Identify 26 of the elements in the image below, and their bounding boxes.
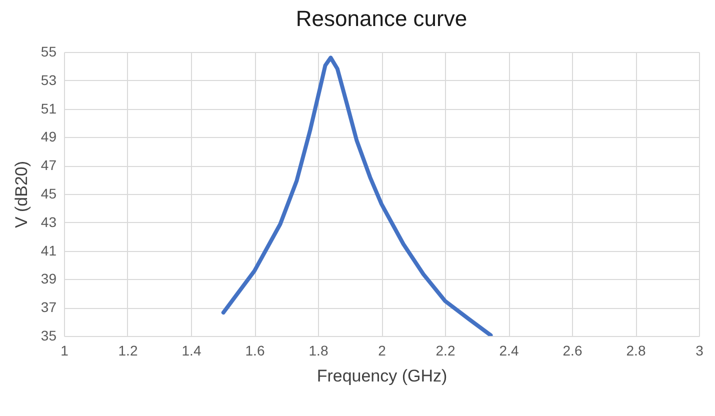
x-tick-label: 1.2 bbox=[118, 342, 138, 358]
x-axis-title: Frequency (GHz) bbox=[316, 366, 448, 386]
x-tick-label: 2.2 bbox=[436, 342, 456, 358]
line-series bbox=[221, 56, 493, 336]
x-tick-label: 2.8 bbox=[626, 342, 646, 358]
y-axis-title: V (dB20) bbox=[12, 160, 31, 228]
x-tick-label: 1 bbox=[60, 342, 69, 358]
x-tick-label: 1.8 bbox=[308, 342, 328, 358]
x-tick-label: 2 bbox=[378, 342, 386, 358]
x-tick-label: 3 bbox=[696, 342, 704, 358]
x-tick-label: 2.4 bbox=[499, 342, 519, 358]
y-tick-label: 49 bbox=[40, 128, 57, 145]
y-tick-label: 35 bbox=[40, 328, 57, 344]
y-tick-label: 55 bbox=[40, 44, 57, 60]
y-tick-label: 37 bbox=[40, 299, 57, 316]
y-tick-label: 45 bbox=[40, 186, 57, 202]
y-tick-label: 53 bbox=[40, 72, 57, 88]
y-tick-label: 51 bbox=[40, 100, 57, 116]
x-tick-label: 1.6 bbox=[245, 342, 265, 358]
y-tick-label: 47 bbox=[40, 157, 57, 174]
x-tick-label: 2.6 bbox=[562, 342, 582, 358]
x-tick-label: 1.4 bbox=[182, 342, 202, 358]
y-tick-label: 43 bbox=[40, 214, 57, 230]
y-tick-label: 39 bbox=[40, 270, 57, 287]
chart-title: Resonance curve bbox=[296, 6, 468, 31]
y-tick-label: 41 bbox=[40, 242, 57, 258]
